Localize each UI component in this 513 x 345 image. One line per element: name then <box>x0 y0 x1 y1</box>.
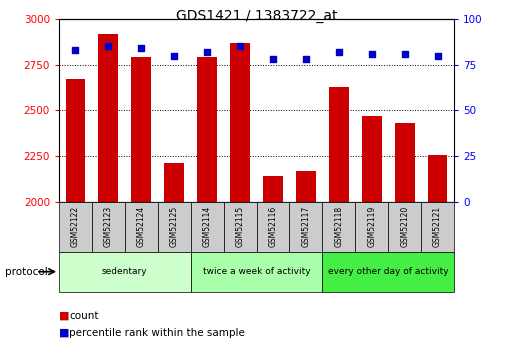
Text: GSM52115: GSM52115 <box>235 206 245 247</box>
Bar <box>296 171 315 202</box>
Text: percentile rank within the sample: percentile rank within the sample <box>69 328 245 338</box>
Bar <box>131 57 151 202</box>
Text: GSM52125: GSM52125 <box>170 206 179 247</box>
Point <box>104 43 112 49</box>
Text: GSM52123: GSM52123 <box>104 206 113 247</box>
Point <box>236 43 244 49</box>
Point <box>170 53 179 58</box>
Text: GSM52114: GSM52114 <box>203 206 212 247</box>
Text: ■: ■ <box>59 328 69 338</box>
Bar <box>98 33 118 202</box>
Bar <box>230 43 250 202</box>
Text: GSM52118: GSM52118 <box>334 206 343 247</box>
Point <box>368 51 376 57</box>
Bar <box>289 202 322 252</box>
Bar <box>191 252 322 292</box>
Text: every other day of activity: every other day of activity <box>328 267 448 276</box>
Bar <box>394 123 415 202</box>
Text: GSM52119: GSM52119 <box>367 206 376 247</box>
Bar <box>322 202 355 252</box>
Bar <box>388 202 421 252</box>
Point <box>334 49 343 55</box>
Bar <box>158 202 191 252</box>
Point <box>302 57 310 62</box>
Text: GSM52122: GSM52122 <box>71 206 80 247</box>
Point <box>401 51 409 57</box>
Point <box>71 47 80 53</box>
Text: GDS1421 / 1383722_at: GDS1421 / 1383722_at <box>176 9 337 23</box>
Point <box>203 49 211 55</box>
Bar <box>362 116 382 202</box>
Bar <box>263 176 283 202</box>
Bar <box>92 202 125 252</box>
Text: ■: ■ <box>59 311 69 321</box>
Bar <box>355 202 388 252</box>
Point <box>137 46 145 51</box>
Text: GSM52124: GSM52124 <box>137 206 146 247</box>
Bar <box>191 202 224 252</box>
Bar <box>59 252 191 292</box>
Point <box>269 57 277 62</box>
Text: sedentary: sedentary <box>102 267 148 276</box>
Text: protocol: protocol <box>5 267 48 277</box>
Bar <box>329 87 349 202</box>
Bar <box>59 202 92 252</box>
Bar <box>164 164 184 202</box>
Bar <box>224 202 256 252</box>
Bar <box>66 79 85 202</box>
Bar <box>421 202 454 252</box>
Bar <box>322 252 454 292</box>
Text: GSM52121: GSM52121 <box>433 206 442 247</box>
Point <box>433 53 442 58</box>
Text: twice a week of activity: twice a week of activity <box>203 267 310 276</box>
Bar <box>256 202 289 252</box>
Text: GSM52117: GSM52117 <box>301 206 310 247</box>
Text: count: count <box>69 311 99 321</box>
Bar <box>197 57 217 202</box>
Text: GSM52116: GSM52116 <box>268 206 278 247</box>
Bar <box>125 202 158 252</box>
Text: GSM52120: GSM52120 <box>400 206 409 247</box>
Bar <box>428 155 447 202</box>
